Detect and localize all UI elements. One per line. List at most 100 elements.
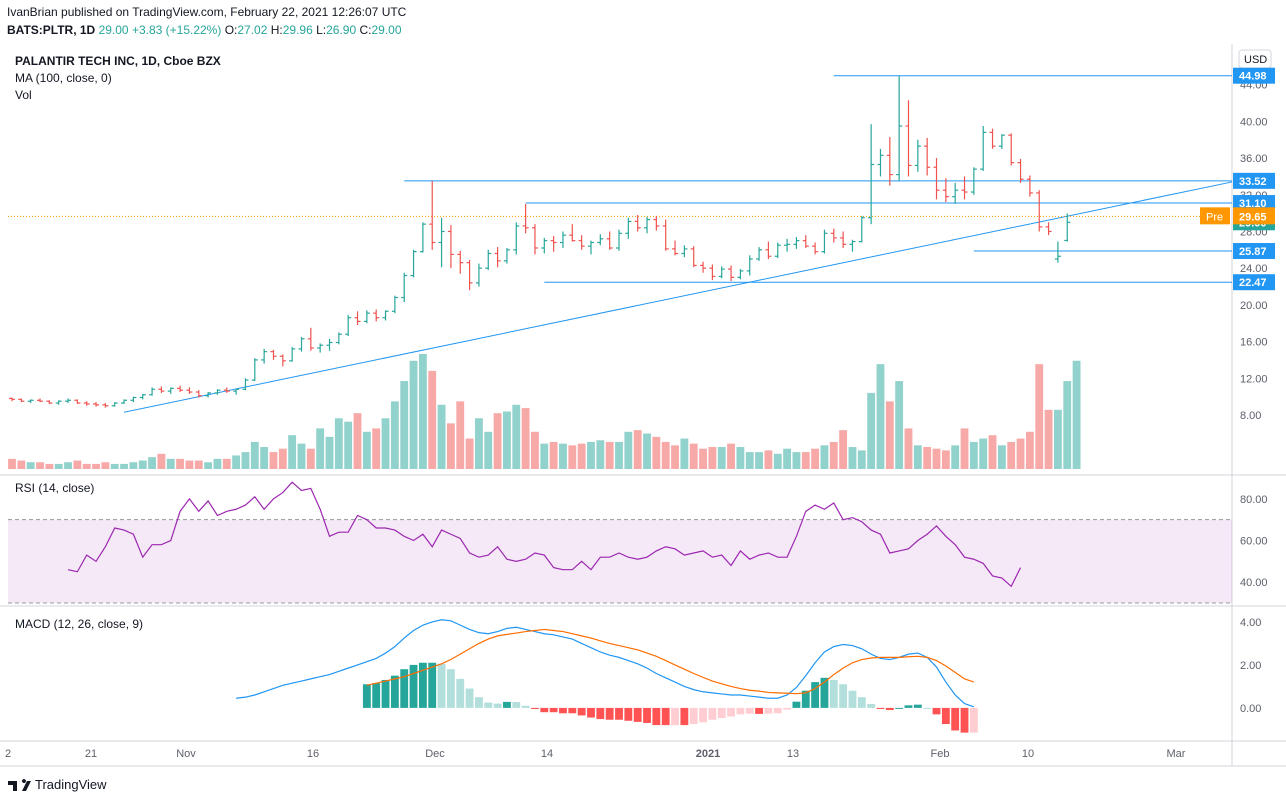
volume-bar	[129, 462, 138, 469]
rsi-tick-label: 60.00	[1240, 536, 1268, 548]
macd-histogram-bar	[409, 664, 418, 708]
time-axis-label: 2021	[696, 748, 720, 760]
macd-histogram-bar	[895, 707, 904, 709]
plot-background	[0, 44, 1286, 766]
ohlc-bar	[840, 231, 847, 248]
ohlc-bar	[681, 245, 688, 258]
macd-histogram-bar	[418, 662, 427, 708]
ohlc-bar	[233, 388, 240, 395]
macd-histogram-bar	[372, 683, 381, 708]
macd-histogram-bar	[540, 707, 549, 713]
ohlc-bar	[933, 158, 940, 200]
price-level-tag	[1233, 243, 1275, 260]
ohlc-bar	[924, 137, 931, 176]
volume-bar	[456, 401, 465, 469]
price-tick-label: 20.00	[1240, 300, 1268, 312]
ohlc-bar	[541, 237, 548, 254]
ohlc-bar	[952, 182, 959, 204]
price-tick-label: 36.00	[1240, 153, 1268, 165]
volume-bar	[605, 441, 614, 469]
legend-ma[interactable]: MA (100, close, 0)	[15, 71, 112, 85]
ohlc-bar	[205, 392, 212, 398]
volume-bar	[269, 452, 278, 469]
macd-histogram-bar	[521, 705, 530, 708]
volume-bar	[680, 438, 689, 469]
macd-histogram-bar	[456, 678, 465, 708]
volume-bar	[101, 462, 110, 469]
macd-histogram-bar	[951, 707, 960, 731]
volume-bar	[465, 438, 474, 469]
ohlc-bar	[466, 259, 473, 291]
volume-bar	[951, 445, 960, 469]
pre-tag	[1200, 207, 1230, 225]
legend-vol[interactable]: Vol	[15, 88, 32, 102]
ohlc-bar	[158, 386, 165, 393]
ohlc-bar	[1008, 133, 1015, 166]
macd-histogram-bar	[643, 707, 651, 723]
ohlc-bar	[802, 235, 809, 248]
volume-bar	[615, 441, 623, 469]
ohlc-bar	[102, 403, 109, 408]
volume-bar	[437, 404, 446, 469]
legend-title[interactable]: PALANTIR TECH INC, 1D, Cboe BZX	[15, 54, 221, 68]
ohlc-bar	[270, 349, 277, 360]
macd-histogram-bar	[446, 669, 455, 708]
close-value: 29.00	[371, 23, 402, 37]
time-axis-label: 2	[5, 748, 11, 760]
pre-price-label: 29.65	[1239, 211, 1267, 223]
ohlc-bar	[214, 389, 221, 395]
ohlc-bar	[625, 217, 632, 239]
ohlc-bar	[606, 231, 613, 250]
volume-bar	[839, 430, 848, 469]
macd-histogram-bar	[400, 669, 409, 708]
macd-histogram-bar	[503, 701, 511, 708]
volume-bar	[587, 441, 595, 469]
volume-bar	[475, 418, 483, 469]
ohlc-bar	[896, 75, 903, 182]
volume-bar	[829, 441, 838, 469]
ohlc-bar	[410, 249, 417, 278]
volume-bar	[885, 401, 894, 469]
macd-histogram-bar	[633, 707, 642, 722]
volume-bar	[811, 448, 820, 469]
ohlc-bar	[718, 266, 725, 279]
ohlc-bar	[849, 239, 856, 252]
macd-histogram-bar	[484, 702, 493, 708]
volume-bar	[1063, 381, 1072, 469]
ohlc-bar	[494, 247, 501, 268]
ohlc-bar	[27, 399, 34, 404]
macd-histogram-bar	[615, 707, 623, 720]
volume-bar	[661, 441, 670, 469]
ohlc-bar	[307, 327, 314, 351]
ohlc-bar	[559, 231, 566, 248]
volume-bar	[17, 460, 26, 469]
volume-bar	[1007, 441, 1016, 469]
ohlc-bar	[961, 176, 968, 200]
ohlc-bar	[1054, 241, 1061, 263]
macd-histogram-bar	[671, 707, 679, 726]
ohlc-bar	[616, 229, 622, 251]
macd-histogram-bar	[848, 690, 857, 708]
price-tick-label: 12.00	[1240, 373, 1268, 385]
macd-histogram-bar	[960, 707, 969, 733]
ohlc-bar	[784, 238, 791, 252]
volume-bar	[913, 445, 922, 469]
macd-histogram-bar	[531, 707, 539, 709]
volume-bar	[325, 436, 334, 469]
ohlc-bar	[989, 128, 996, 149]
time-axis-label: Dec	[425, 748, 445, 760]
ohlc-bar	[905, 100, 912, 177]
ohlc-bar	[765, 241, 772, 259]
volume-bar	[895, 381, 904, 469]
tradingview-logo-icon[interactable]	[7, 778, 31, 792]
ohlc-bar	[942, 178, 949, 203]
tradingview-brand[interactable]: TradingView	[35, 777, 107, 792]
ohlc-bar	[1064, 213, 1071, 242]
macd-histogram-bar	[792, 701, 801, 708]
macd-histogram-bar	[381, 679, 390, 708]
volume-bar	[493, 413, 502, 469]
volume-bar	[362, 431, 371, 469]
volume-bar	[194, 460, 203, 469]
macd-histogram-bar	[904, 705, 913, 708]
